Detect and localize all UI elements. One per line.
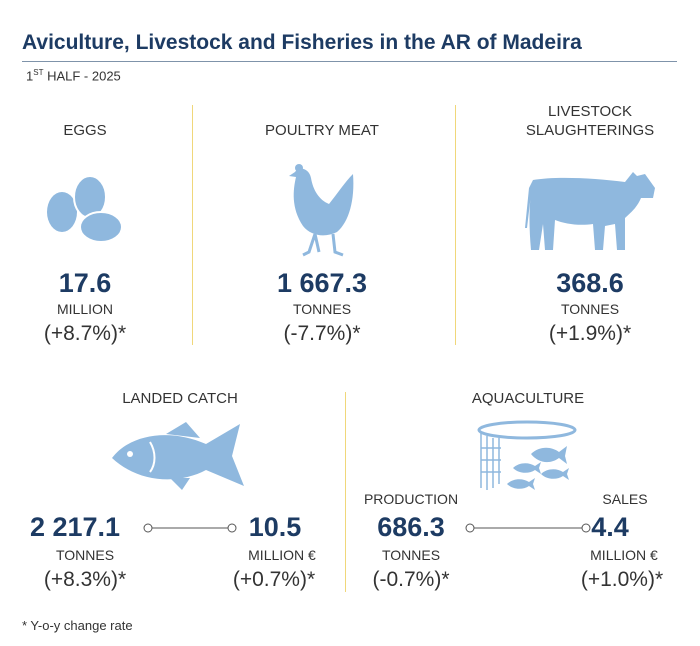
divider (455, 105, 456, 345)
divider (345, 392, 346, 592)
panel-label: SLAUGHTERINGS (525, 122, 655, 139)
measure-label: SALES (602, 491, 648, 507)
fish-icon (112, 422, 244, 490)
connector (143, 523, 237, 533)
change: (+1.9%)* (548, 322, 632, 345)
panel-label: POULTRY MEAT (265, 122, 379, 139)
divider (192, 105, 193, 345)
change: (+8.3%)* (43, 568, 127, 591)
value: 17.6 (58, 268, 112, 298)
title: Aviculture, Livestock and Fisheries in t… (22, 31, 582, 54)
unit: TONNES (560, 301, 620, 317)
value: 1 667.3 (276, 268, 368, 298)
unit: MILLION (56, 301, 114, 317)
unit: TONNES (292, 301, 352, 317)
net-icon (477, 420, 577, 490)
unit: MILLION € (590, 547, 658, 563)
unit: MILLION € (248, 547, 316, 563)
subtitle-number: 1 (26, 68, 34, 84)
panel-label: LANDED CATCH (122, 390, 238, 407)
change: (+1.0%)* (580, 568, 664, 591)
value: 368.6 (556, 268, 624, 298)
subtitle-suffix: ST (33, 68, 44, 77)
subtitle-rest: HALF - 2025 (43, 68, 121, 84)
panel-label: LIVESTOCK (548, 103, 632, 120)
measure-label: PRODUCTION (363, 491, 459, 507)
footnote: * Y-o-y change rate (22, 618, 133, 633)
change: (+8.7%)* (43, 322, 127, 345)
change: (+0.7%)* (232, 568, 316, 591)
change: (-7.7%)* (283, 322, 361, 345)
eggs-icon (47, 175, 123, 243)
value: 686.3 (377, 512, 445, 542)
change: (-0.7%)* (372, 568, 450, 591)
title-rule (22, 61, 677, 62)
unit: TONNES (381, 547, 441, 563)
value: 10.5 (248, 512, 302, 542)
unit: TONNES (55, 547, 115, 563)
value: 2 217.1 (29, 512, 121, 542)
value: 4.4 (591, 512, 629, 542)
panel-label: AQUACULTURE (471, 390, 585, 407)
connector (465, 523, 591, 533)
chicken-icon (289, 164, 354, 257)
subtitle: 1ST HALF - 2025 (26, 68, 121, 83)
cow-icon (525, 172, 655, 250)
panel-label: EGGS (63, 122, 107, 139)
